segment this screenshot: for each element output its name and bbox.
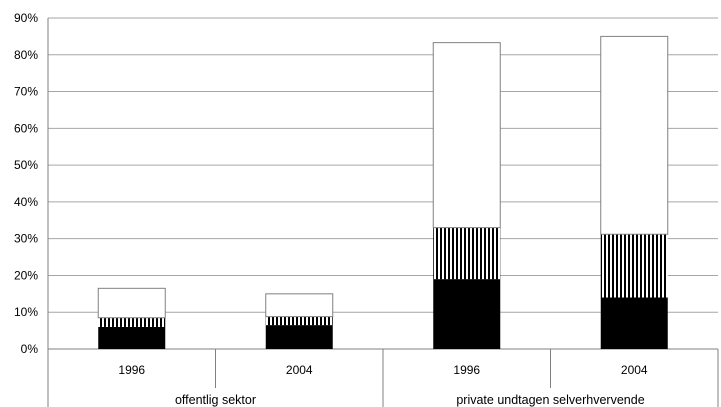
bar-segment-solid <box>98 326 166 349</box>
bar-segment-striped <box>98 317 166 327</box>
x-axis-category-labels: 1996 2004 1996 2004 offentlig sektor private … <box>118 363 648 407</box>
y-tick-label: 50% <box>14 158 38 172</box>
y-axis-tick-labels: 0% 10% 20% 30% 40% 50% 60% 70% 80% 90% <box>14 11 38 356</box>
bar-segment-striped <box>433 227 501 280</box>
y-tick-label: 20% <box>14 268 38 282</box>
y-tick-label: 70% <box>14 85 38 99</box>
y-tick-label: 90% <box>14 11 38 25</box>
x-category-label: 2004 <box>286 363 313 377</box>
bar-segment-solid <box>433 279 501 349</box>
x-category-label: 1996 <box>453 363 480 377</box>
x-group-label: offentlig sektor <box>175 393 256 407</box>
y-tick-label: 60% <box>14 121 38 135</box>
x-category-label: 2004 <box>621 363 648 377</box>
x-category-label: 1996 <box>118 363 145 377</box>
gridlines <box>48 17 718 313</box>
bar-segment-white <box>97 287 166 319</box>
y-tick-label: 10% <box>14 305 38 319</box>
bar-segment-white <box>432 42 501 229</box>
bar-segment-solid <box>265 325 333 349</box>
y-tick-label: 40% <box>14 195 38 209</box>
bar-segment-white <box>600 35 669 235</box>
bar-segment-striped <box>600 234 668 298</box>
y-tick-label: 80% <box>14 48 38 62</box>
y-tick-label: 0% <box>21 342 39 356</box>
bar-segment-white <box>265 293 334 318</box>
bar-segment-solid <box>600 297 668 349</box>
bar-stacks <box>97 35 669 349</box>
y-tick-label: 30% <box>14 232 38 246</box>
x-group-label: private undtagen selverhvervende <box>456 393 644 407</box>
bar-segment-striped <box>265 316 333 326</box>
